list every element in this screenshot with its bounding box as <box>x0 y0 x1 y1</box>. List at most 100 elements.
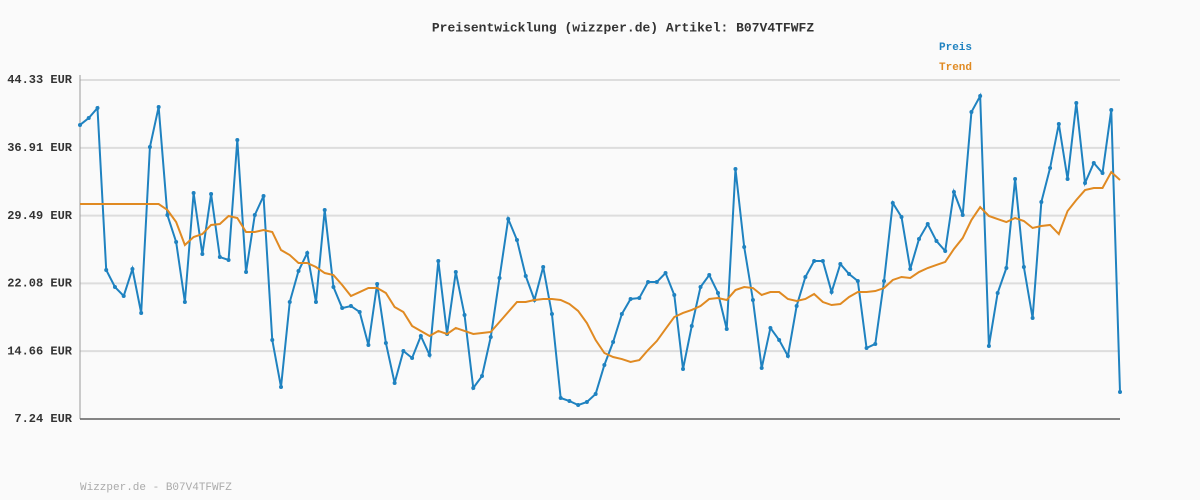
point <box>541 265 546 270</box>
point <box>436 258 441 263</box>
point <box>1118 390 1122 395</box>
point <box>794 304 799 309</box>
point <box>1004 266 1009 271</box>
legend-label: Trend <box>939 62 972 74</box>
point <box>462 312 467 317</box>
point <box>147 144 152 149</box>
point <box>375 282 380 287</box>
y-tick-label: 7.24 EUR <box>14 412 72 426</box>
point <box>628 296 633 301</box>
point <box>654 279 659 284</box>
point <box>1074 101 1079 106</box>
point <box>820 258 825 263</box>
point <box>156 104 161 109</box>
point <box>296 269 301 274</box>
point <box>331 285 336 290</box>
point <box>812 258 817 263</box>
point <box>217 255 222 260</box>
point <box>383 340 388 345</box>
point <box>934 239 939 244</box>
point <box>471 386 476 391</box>
point <box>785 354 790 359</box>
point <box>348 304 353 309</box>
point <box>689 323 694 328</box>
point <box>340 306 345 311</box>
point <box>78 122 82 127</box>
point <box>890 201 895 206</box>
point <box>707 273 712 278</box>
point <box>549 311 554 316</box>
y-tick-label: 29.49 EUR <box>7 209 73 223</box>
point <box>1013 176 1018 181</box>
point <box>733 167 738 172</box>
point <box>305 251 310 256</box>
point <box>1109 107 1114 112</box>
point <box>619 311 624 316</box>
point <box>715 290 720 295</box>
point <box>951 189 956 194</box>
point <box>244 270 249 275</box>
point <box>829 290 834 295</box>
point <box>174 239 179 244</box>
point <box>313 300 318 305</box>
point <box>855 278 860 283</box>
point <box>567 398 572 403</box>
point <box>1030 316 1035 321</box>
point <box>506 217 511 222</box>
point <box>750 297 755 302</box>
point <box>488 335 493 340</box>
point <box>112 285 117 290</box>
point <box>1048 166 1053 171</box>
point <box>95 105 100 110</box>
point <box>366 342 371 347</box>
point <box>235 137 240 142</box>
point <box>497 275 502 280</box>
point <box>978 93 983 98</box>
point <box>759 365 764 370</box>
point <box>899 215 904 220</box>
point <box>322 207 327 212</box>
y-tick-label: 22.08 EUR <box>7 277 73 291</box>
point <box>943 249 948 254</box>
point <box>742 244 747 249</box>
point <box>1091 160 1096 165</box>
y-tick-label: 36.91 EUR <box>7 141 73 155</box>
point <box>287 300 292 305</box>
point <box>418 334 423 339</box>
footer: Wizzper.de - B07V4TFWFZ <box>80 482 232 494</box>
point <box>681 367 686 372</box>
point <box>864 345 869 350</box>
point <box>768 325 773 330</box>
point <box>672 292 677 297</box>
y-tick-label: 44.33 EUR <box>7 73 73 87</box>
point <box>646 279 651 284</box>
point <box>427 353 432 358</box>
point <box>121 293 126 298</box>
point <box>392 380 397 385</box>
point <box>969 109 974 114</box>
point <box>602 362 607 367</box>
point <box>139 310 144 315</box>
point <box>1065 176 1070 181</box>
point <box>191 190 196 195</box>
point <box>1100 171 1105 176</box>
point <box>1083 181 1088 186</box>
point <box>916 237 921 242</box>
point <box>925 222 930 227</box>
point <box>523 273 528 278</box>
y-tick-label: 14.66 EUR <box>7 344 73 358</box>
point <box>357 309 362 314</box>
point <box>838 261 843 266</box>
point <box>698 285 703 290</box>
point <box>261 193 266 198</box>
point <box>1039 200 1044 205</box>
point <box>558 395 563 400</box>
point <box>252 212 257 217</box>
point <box>1021 265 1026 270</box>
point <box>104 268 109 273</box>
point <box>514 238 519 243</box>
point <box>480 374 485 379</box>
point <box>637 295 642 300</box>
